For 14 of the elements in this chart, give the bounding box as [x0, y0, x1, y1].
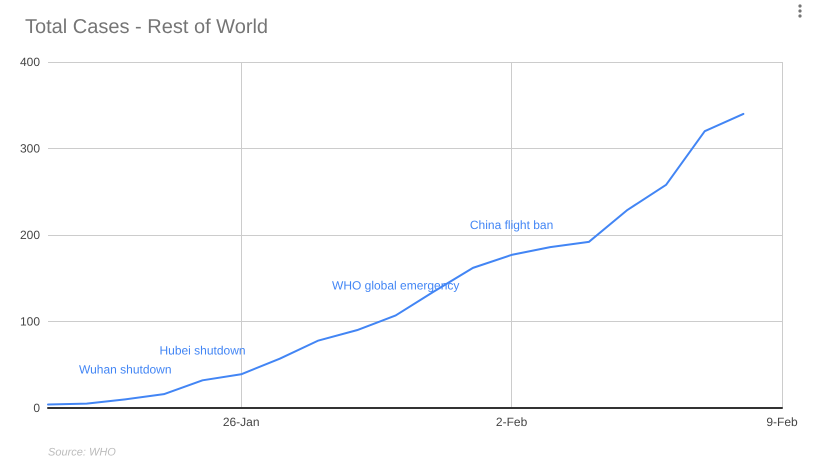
annotation: Wuhan shutdown	[79, 362, 172, 376]
annotation: China flight ban	[470, 218, 554, 232]
y-tick-label: 300	[20, 142, 40, 156]
chart-title: Total Cases - Rest of World	[25, 16, 268, 38]
annotation: Hubei shutdown	[159, 343, 246, 358]
x-tick-label: 9-Feb	[766, 415, 798, 429]
y-tick-label: 400	[20, 55, 40, 69]
source-note: Source: WHO	[48, 446, 116, 458]
y-tick-label: 100	[20, 314, 40, 328]
line-series	[47, 112, 744, 406]
x-tick-label: 26-Jan	[222, 415, 260, 429]
y-tick-label: 0	[33, 401, 40, 415]
x-tick-label: 2-Feb	[496, 415, 528, 429]
y-tick-label: 200	[20, 228, 40, 242]
